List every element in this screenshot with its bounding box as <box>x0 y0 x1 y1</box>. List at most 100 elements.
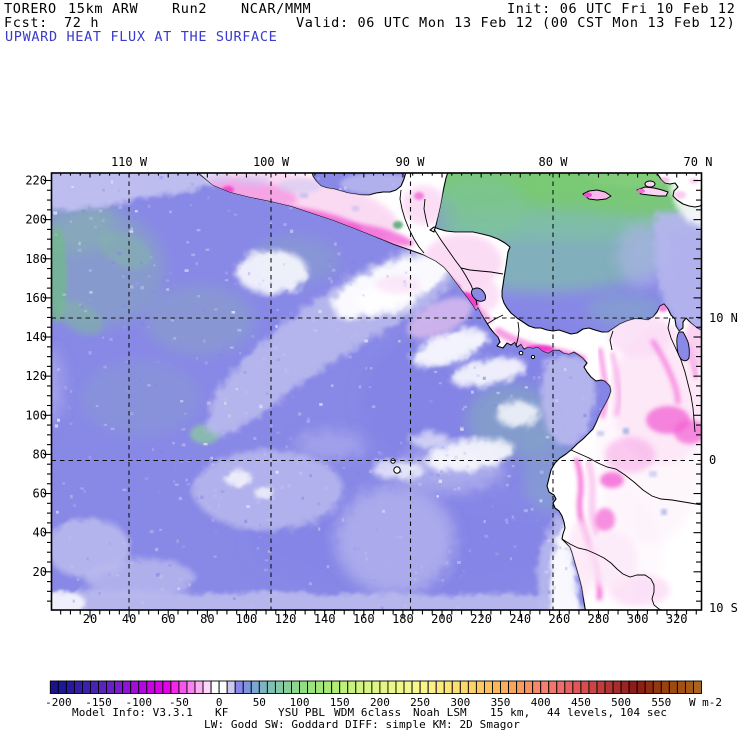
speckle <box>264 559 268 562</box>
speckle <box>180 460 183 463</box>
speckle <box>377 451 381 454</box>
colorbar-cell <box>73 680 83 694</box>
speckle <box>79 303 82 306</box>
speckle <box>180 400 184 403</box>
speckle <box>89 291 93 294</box>
speckle <box>370 367 373 370</box>
speckle <box>453 488 457 491</box>
speckle <box>338 187 342 191</box>
speckle <box>107 572 112 576</box>
speckle <box>101 179 104 183</box>
caribbean-green <box>340 173 702 326</box>
speckle <box>284 289 289 293</box>
speckle <box>554 353 557 357</box>
speckle <box>159 528 162 531</box>
speckle <box>488 497 492 500</box>
colorbar-cell <box>274 680 284 694</box>
speckle <box>89 216 93 220</box>
right-axis-label: 10 N <box>709 311 738 325</box>
colorbar-cell <box>170 680 180 694</box>
speckle <box>369 470 372 474</box>
colorbar-cell <box>467 680 477 694</box>
speckle <box>337 252 341 256</box>
speckle <box>98 592 101 595</box>
colorbar-cell <box>548 680 558 694</box>
colorbar-cell <box>451 680 461 694</box>
speckle <box>186 241 190 244</box>
speckle <box>203 442 208 446</box>
speckle <box>228 414 231 418</box>
speckle <box>569 376 573 379</box>
speckle <box>455 606 459 610</box>
speckle <box>290 229 294 233</box>
y-axis-label: 140 <box>25 330 47 344</box>
colorbar-cell <box>596 680 606 694</box>
footer-token: 15 km, <box>490 706 531 719</box>
speckle <box>121 304 126 308</box>
y-axis-label: 200 <box>25 213 47 227</box>
speckle <box>345 268 349 271</box>
land-pink-mottle-shape <box>414 192 424 200</box>
speckle <box>511 465 515 468</box>
speckle <box>70 565 75 568</box>
colorbar-cell <box>524 680 534 694</box>
hispaniola-pink-spot <box>637 188 645 194</box>
speckle <box>204 179 208 183</box>
speckle <box>183 412 188 415</box>
colorbar-unit: W m-2 <box>689 696 722 709</box>
pink-ocean-wakes-shape <box>407 297 473 339</box>
x-axis-label: 180 <box>392 612 414 626</box>
top-axis-label: 80 W <box>539 155 569 169</box>
speckle <box>69 422 73 425</box>
speckle <box>585 432 590 436</box>
speckle <box>399 441 403 445</box>
speckle <box>398 536 403 539</box>
colorbar-cell <box>435 680 445 694</box>
speckle <box>547 591 551 594</box>
y-axis-label: 60 <box>33 487 47 501</box>
speckle <box>72 599 75 603</box>
speckle <box>154 548 159 552</box>
speckle <box>275 470 279 474</box>
colorbar-cell <box>234 680 244 694</box>
speckle <box>482 376 486 380</box>
pink-ocean-wakes <box>376 276 473 339</box>
speckle <box>279 295 282 298</box>
colorbar-cell <box>339 680 349 694</box>
speckle <box>552 586 556 590</box>
colorbar-cell <box>146 680 156 694</box>
speckle <box>147 384 151 387</box>
colorbar-cell <box>154 680 164 694</box>
colorbar-cell <box>387 680 397 694</box>
speckle <box>70 495 73 499</box>
speckle <box>289 311 293 315</box>
speckle <box>549 587 554 590</box>
speckle <box>88 351 92 355</box>
colorbar-cell <box>676 680 686 694</box>
land-pink-mottle-shape <box>649 338 681 405</box>
speckle <box>237 328 242 332</box>
white-patches-shape <box>425 438 515 472</box>
white-patches-shape <box>410 432 450 448</box>
speckle <box>546 362 549 365</box>
speckle <box>200 467 203 470</box>
border-colombia-ecuador <box>570 449 702 506</box>
colorbar-tick-label: 300 <box>450 696 470 709</box>
colorbar-cell <box>226 680 236 694</box>
speckle <box>287 484 291 488</box>
speckle <box>285 370 290 374</box>
speckle <box>328 264 331 268</box>
speckle <box>90 205 93 208</box>
border-honduras-nicaragua <box>460 267 504 275</box>
speckle <box>196 295 200 298</box>
speckle <box>211 463 215 466</box>
speckle <box>139 379 142 383</box>
speckle <box>532 376 536 380</box>
speckle <box>168 271 173 275</box>
colorbar-cell <box>556 680 566 694</box>
colorbar-cell <box>282 680 292 694</box>
colorbar-cell <box>379 680 389 694</box>
colorbar-cell <box>588 680 598 694</box>
speckle <box>184 269 189 272</box>
